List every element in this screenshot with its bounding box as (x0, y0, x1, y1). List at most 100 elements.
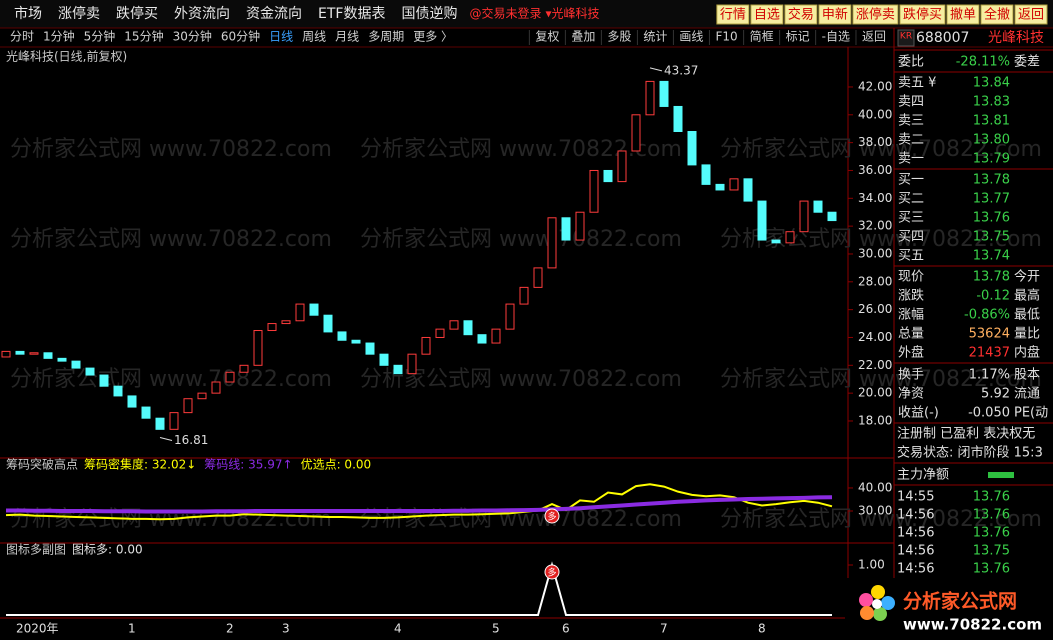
y-tick-label: 20.00 (858, 386, 892, 400)
x-tick-label: 2 (226, 622, 234, 636)
period-tab[interactable]: 15分钟 (124, 29, 163, 44)
y-tick-label: 28.00 (858, 274, 892, 288)
menu-item[interactable]: 市场 (14, 5, 42, 22)
tick-time: 14:56 (897, 544, 934, 559)
watermark: 分析家公式网 www.70822.com (720, 507, 1042, 532)
candle-body (1, 350, 11, 358)
stat-label: 量比 (1014, 327, 1040, 342)
menu-item[interactable]: 资金流向 (246, 6, 302, 22)
candle-body (155, 417, 165, 430)
annotation-line (649, 67, 663, 72)
y-tick-label: 32.00 (858, 219, 892, 233)
logo-text: 分析家公式网 (903, 590, 1017, 613)
period-tab[interactable]: 周线 (302, 30, 326, 44)
watermark: 分析家公式网 www.70822.com (720, 137, 1042, 162)
order-price: 13.79 (973, 152, 1010, 167)
period-tab[interactable]: 60分钟 (221, 29, 260, 44)
tool-button[interactable]: 画线 (679, 30, 703, 44)
x-tick-label: 8 (758, 622, 766, 636)
candle-body (519, 286, 529, 305)
candle-body (253, 330, 263, 366)
tool-button[interactable]: 简框 (750, 30, 774, 44)
stat-value: 1.17% (969, 368, 1010, 383)
candle-body (183, 398, 193, 414)
badge-text: KR (900, 32, 912, 42)
y-tick-label: 30.00 (858, 246, 892, 260)
candle-body (239, 364, 249, 373)
x-tick-label: 6 (562, 622, 570, 636)
candle-body (757, 200, 767, 241)
menu-button[interactable]: 跌停买 (903, 7, 942, 23)
period-tab[interactable]: 月线 (335, 30, 359, 44)
y-tick-label: 38.00 (858, 135, 892, 149)
order-price: 13.81 (973, 114, 1010, 129)
tool-button[interactable]: 标记 (786, 30, 810, 44)
stat-value: 13.78 (973, 270, 1010, 285)
menu-item[interactable]: 国债逆购 (401, 6, 457, 22)
menu-button[interactable]: 返回 (1018, 8, 1044, 23)
period-tab[interactable]: 30分钟 (173, 29, 212, 44)
tool-button[interactable]: 多股 (607, 30, 631, 44)
menu-button[interactable]: 申新 (822, 7, 848, 23)
candle-body (729, 178, 739, 191)
tick-price: 13.76 (973, 562, 1010, 577)
candle-body (659, 80, 669, 107)
menu-button[interactable]: 全撤 (984, 7, 1010, 23)
tool-button[interactable]: 统计 (643, 30, 667, 44)
signal-marker-label: 多 (547, 511, 556, 523)
period-tab[interactable]: 分时 (10, 30, 34, 44)
order-label: 卖一 (898, 152, 924, 167)
order-price: 13.80 (973, 133, 1010, 148)
stat-label: 股本 (1014, 368, 1040, 383)
menu-button[interactable]: 自选 (754, 8, 780, 23)
stat-label: 换手 (898, 368, 924, 383)
button-frame (899, 4, 946, 25)
order-label: 买二 (898, 192, 924, 207)
tool-button[interactable]: -自选 (822, 30, 850, 44)
period-tab[interactable]: 5分钟 (84, 29, 116, 44)
candle-body (225, 371, 235, 383)
stat-label: 涨幅 (898, 308, 924, 323)
watermark: 分析家公式网 www.70822.com (360, 227, 682, 252)
candle-body (99, 374, 109, 387)
stat-value: 5.92 (981, 387, 1010, 402)
tool-button[interactable]: 返回 (862, 30, 886, 44)
order-label: 卖五 ¥ (898, 76, 936, 91)
y-tick-label: 34.00 (858, 191, 892, 205)
tool-button[interactable]: F10 (715, 30, 737, 44)
login-status: @交易未登录 (469, 6, 541, 21)
stat-label: PE(动 (1014, 406, 1048, 421)
menu-item[interactable]: ETF数据表 (318, 6, 385, 22)
period-tab[interactable]: 日线 (269, 30, 293, 44)
menu-item[interactable]: 涨停卖 (58, 5, 100, 22)
candle-body (631, 114, 641, 152)
candle-body (295, 303, 305, 322)
menu-button[interactable]: 交易 (788, 7, 814, 23)
y-tick-label: 30.00 (858, 503, 892, 517)
candle-body (799, 200, 809, 233)
period-tab[interactable]: 多周期 (368, 30, 404, 44)
candle-body (15, 350, 25, 355)
candle-body (505, 303, 515, 330)
order-label: 买五 (898, 249, 924, 264)
stat-label: 今开 (1014, 269, 1040, 285)
tool-button[interactable]: 叠加 (571, 30, 595, 44)
period-tab[interactable]: 更多 〉 (413, 30, 453, 44)
menu-item[interactable]: 跌停买 (116, 5, 158, 22)
menu-button[interactable]: 涨停卖 (856, 7, 895, 23)
button-frame (716, 4, 750, 25)
signal-marker (544, 564, 560, 580)
menu-button[interactable]: 行情 (720, 8, 746, 23)
candle-body (281, 320, 291, 325)
menu-item[interactable]: 外资流向 (174, 6, 230, 22)
candle-body (715, 183, 725, 191)
badge (897, 29, 915, 47)
menu-button[interactable]: 撤单 (950, 7, 976, 23)
stat-label: 内盘 (1014, 345, 1040, 361)
tool-button[interactable]: 复权 (535, 30, 559, 44)
series-line (6, 561, 832, 616)
stat-value: -0.86% (964, 308, 1010, 323)
tick-time: 14:56 (897, 562, 934, 577)
period-tab[interactable]: 1分钟 (43, 29, 75, 44)
